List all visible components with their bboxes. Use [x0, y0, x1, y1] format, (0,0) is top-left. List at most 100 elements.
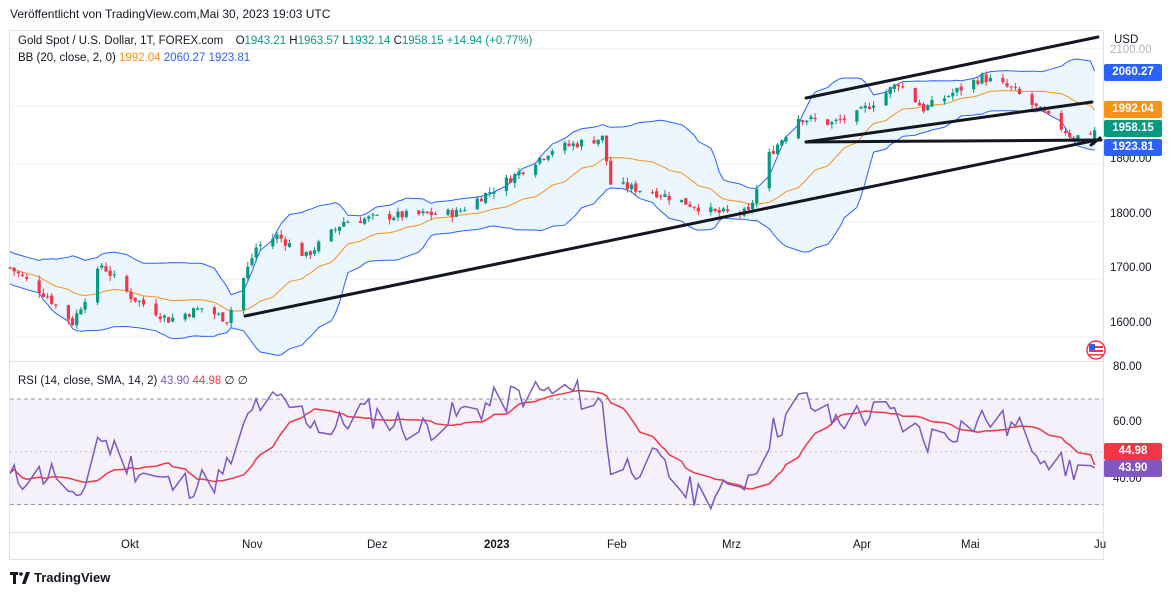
candle	[976, 77, 980, 86]
candle	[604, 135, 609, 166]
candle-body	[1047, 110, 1051, 114]
candle	[317, 239, 321, 254]
candle	[100, 262, 104, 270]
candle	[171, 313, 175, 323]
candle-body	[183, 313, 187, 320]
candle-body	[959, 86, 963, 91]
candle	[663, 189, 667, 198]
candle	[942, 95, 947, 105]
candle	[984, 71, 988, 86]
candle-body	[771, 151, 776, 154]
time-tick: Okt	[121, 539, 139, 551]
candle	[20, 272, 25, 278]
candle-body	[492, 191, 496, 194]
candle	[926, 104, 930, 111]
candle-body	[300, 242, 304, 256]
candle	[196, 306, 200, 311]
candle-body	[955, 88, 959, 93]
candle-body	[216, 313, 221, 315]
candle-body	[659, 195, 663, 197]
candle-body	[1038, 106, 1043, 108]
candle	[96, 266, 100, 306]
candle	[104, 262, 108, 273]
candle	[41, 288, 45, 298]
candle	[375, 214, 379, 216]
candle-body	[746, 206, 751, 210]
last-price-tag: 1958.15	[1104, 120, 1162, 137]
bb-name[interactable]: BB (20, close, 2, 0)	[18, 52, 116, 64]
footer-brand[interactable]: TradingView	[10, 570, 110, 585]
candle-body	[713, 208, 717, 211]
candle	[650, 189, 655, 195]
candle	[454, 207, 458, 218]
candle-body	[463, 209, 467, 211]
rsi-name[interactable]: RSI (14, close, SMA, 14, 2)	[18, 375, 158, 387]
candle	[575, 141, 579, 149]
candle	[638, 190, 642, 194]
candle-body	[972, 80, 976, 90]
candle	[972, 79, 976, 94]
candle-body	[696, 207, 700, 212]
candle-body	[8, 267, 12, 269]
candle-body	[16, 271, 20, 274]
candle-body	[392, 217, 396, 221]
candle-body	[680, 199, 684, 203]
symbol-name[interactable]: Gold Spot / U.S. Dollar, 1T, FOREX.com	[18, 35, 224, 47]
candle-body	[579, 140, 584, 147]
candle	[1030, 91, 1034, 110]
candle-body	[784, 136, 788, 142]
candle-body	[246, 266, 250, 279]
candle-body	[275, 234, 279, 240]
candle	[1088, 131, 1093, 135]
candle	[50, 293, 54, 306]
candle	[400, 210, 404, 222]
candle-body	[70, 318, 75, 325]
candle-body	[200, 308, 204, 310]
candle-body	[375, 214, 379, 216]
candle-body	[129, 291, 133, 300]
candle-body	[538, 157, 542, 164]
candle-body	[926, 105, 930, 111]
candle	[242, 277, 246, 315]
candle	[275, 230, 279, 244]
candle	[483, 192, 488, 205]
candle	[634, 180, 638, 195]
candle	[534, 162, 538, 178]
high-value: 1963.57	[297, 35, 340, 47]
candle	[805, 120, 809, 126]
candle-body	[801, 120, 805, 123]
candle	[229, 307, 233, 328]
bb-basis-tag: 1992.04	[1104, 101, 1162, 118]
time-tick: Nov	[242, 539, 263, 551]
candle	[776, 142, 780, 155]
candle-body	[454, 209, 458, 217]
candle	[625, 177, 630, 193]
time-tick: 2023	[484, 539, 510, 551]
candle	[45, 293, 50, 299]
candle	[838, 114, 842, 124]
candle	[70, 315, 75, 327]
candle	[813, 113, 817, 122]
candle	[258, 241, 262, 251]
candle-body	[83, 301, 87, 310]
candle-body	[158, 316, 162, 319]
candle-body	[154, 303, 158, 316]
null-icon: ∅	[237, 375, 248, 387]
candle	[417, 209, 421, 217]
candle	[721, 207, 725, 213]
candle	[492, 187, 496, 200]
candle	[158, 312, 162, 323]
candle	[509, 175, 513, 183]
candle-body	[329, 229, 333, 242]
close-value: 1958.15	[401, 35, 444, 47]
candle-body	[809, 116, 813, 120]
candle	[746, 203, 751, 211]
candle	[780, 139, 784, 147]
candle-body	[517, 171, 521, 176]
us-flag-icon[interactable]	[1086, 340, 1106, 360]
candle-body	[884, 92, 888, 106]
candle-body	[41, 293, 45, 297]
candle-body	[221, 312, 225, 322]
candle	[717, 207, 721, 217]
